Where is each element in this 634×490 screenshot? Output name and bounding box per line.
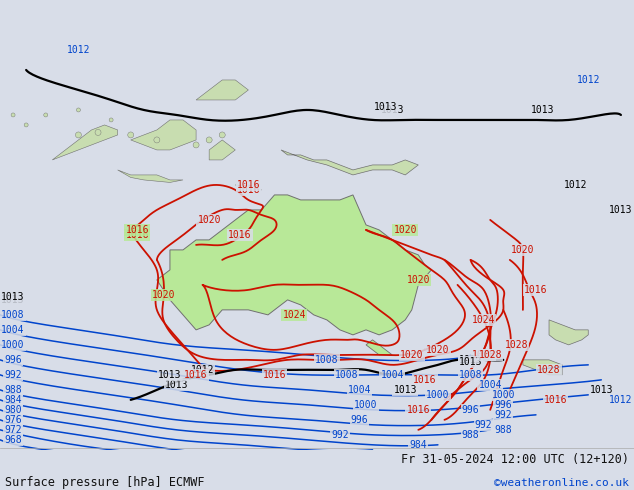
Text: 984: 984 bbox=[4, 395, 22, 405]
Text: 1008: 1008 bbox=[1, 310, 25, 320]
Text: 988: 988 bbox=[495, 425, 512, 435]
Text: Fr 31-05-2024 12:00 UTC (12+120): Fr 31-05-2024 12:00 UTC (12+120) bbox=[401, 453, 629, 466]
Text: 1013: 1013 bbox=[531, 105, 554, 115]
Circle shape bbox=[44, 113, 48, 117]
Text: 1020: 1020 bbox=[152, 290, 175, 300]
Text: 1016: 1016 bbox=[413, 375, 437, 385]
Text: 1013: 1013 bbox=[394, 385, 417, 395]
Text: 1008: 1008 bbox=[335, 370, 358, 380]
Polygon shape bbox=[549, 320, 588, 345]
Text: 1020: 1020 bbox=[400, 350, 424, 360]
Text: 1016: 1016 bbox=[524, 285, 548, 295]
Text: 1012: 1012 bbox=[576, 75, 600, 85]
Text: 1016: 1016 bbox=[236, 185, 260, 195]
Text: 1013: 1013 bbox=[1, 293, 25, 302]
Text: 1024: 1024 bbox=[472, 315, 495, 325]
Text: 1012: 1012 bbox=[191, 365, 214, 375]
Text: 1012: 1012 bbox=[564, 180, 587, 190]
Text: 1013: 1013 bbox=[590, 385, 613, 395]
Text: 1016: 1016 bbox=[184, 370, 208, 380]
Polygon shape bbox=[235, 185, 261, 190]
Text: 1004: 1004 bbox=[380, 370, 404, 380]
Text: 968: 968 bbox=[4, 435, 22, 445]
Text: 1013: 1013 bbox=[609, 205, 633, 215]
Circle shape bbox=[77, 108, 81, 112]
Text: 1004: 1004 bbox=[479, 380, 502, 390]
Text: 1016: 1016 bbox=[228, 230, 252, 240]
Circle shape bbox=[219, 132, 225, 138]
Circle shape bbox=[206, 137, 212, 143]
Text: 1000: 1000 bbox=[426, 390, 450, 400]
Text: 1020: 1020 bbox=[511, 245, 534, 255]
Circle shape bbox=[24, 123, 28, 127]
Text: 1028: 1028 bbox=[505, 340, 528, 350]
Text: 992: 992 bbox=[475, 420, 493, 430]
Text: 1000: 1000 bbox=[491, 390, 515, 400]
Text: 992: 992 bbox=[4, 370, 22, 380]
Circle shape bbox=[75, 132, 81, 138]
Text: 1016: 1016 bbox=[262, 370, 287, 380]
Polygon shape bbox=[131, 120, 196, 150]
Text: 1020: 1020 bbox=[426, 345, 450, 355]
Text: 1004: 1004 bbox=[1, 325, 25, 335]
Polygon shape bbox=[157, 195, 431, 335]
Text: 1013: 1013 bbox=[459, 355, 482, 365]
Text: 1016: 1016 bbox=[544, 395, 567, 405]
Polygon shape bbox=[523, 360, 562, 375]
Text: 980: 980 bbox=[4, 405, 22, 415]
Polygon shape bbox=[366, 340, 392, 355]
Text: Surface pressure [hPa] ECMWF: Surface pressure [hPa] ECMWF bbox=[5, 476, 205, 489]
Text: 1000: 1000 bbox=[1, 340, 25, 350]
Circle shape bbox=[95, 129, 101, 135]
Polygon shape bbox=[118, 170, 183, 182]
Text: 996: 996 bbox=[351, 415, 368, 425]
Text: 1008: 1008 bbox=[315, 355, 339, 365]
Text: 1020: 1020 bbox=[406, 275, 430, 285]
Text: 996: 996 bbox=[4, 355, 22, 365]
Polygon shape bbox=[52, 125, 118, 160]
Text: 1028: 1028 bbox=[537, 365, 561, 375]
Text: 1020: 1020 bbox=[394, 225, 417, 235]
Text: 984: 984 bbox=[410, 440, 427, 450]
Circle shape bbox=[11, 113, 15, 117]
Text: 1013: 1013 bbox=[165, 380, 188, 390]
Text: 1012: 1012 bbox=[609, 395, 633, 405]
Text: 1004: 1004 bbox=[347, 385, 372, 395]
Text: 976: 976 bbox=[4, 415, 22, 425]
Text: 1016: 1016 bbox=[126, 230, 149, 240]
Text: 996: 996 bbox=[495, 400, 512, 410]
Text: 1016: 1016 bbox=[236, 180, 260, 190]
Text: 1012: 1012 bbox=[67, 45, 90, 55]
Text: 1016: 1016 bbox=[126, 225, 149, 235]
Circle shape bbox=[193, 142, 199, 148]
Circle shape bbox=[154, 137, 160, 143]
Text: 1020: 1020 bbox=[197, 215, 221, 225]
Text: 1016: 1016 bbox=[406, 405, 430, 415]
Text: 988: 988 bbox=[4, 385, 22, 395]
Text: 992: 992 bbox=[495, 410, 512, 420]
Polygon shape bbox=[281, 150, 418, 175]
Text: 1013: 1013 bbox=[380, 105, 404, 115]
Text: 992: 992 bbox=[331, 430, 349, 440]
Text: 1024: 1024 bbox=[282, 310, 306, 320]
Text: 1028: 1028 bbox=[472, 350, 495, 360]
Text: 996: 996 bbox=[462, 405, 479, 415]
Text: ©weatheronline.co.uk: ©weatheronline.co.uk bbox=[494, 478, 629, 488]
Text: 1008: 1008 bbox=[459, 370, 482, 380]
Text: 988: 988 bbox=[462, 430, 479, 440]
Circle shape bbox=[109, 118, 113, 122]
Text: 1013: 1013 bbox=[459, 357, 482, 368]
Text: 972: 972 bbox=[4, 425, 22, 435]
Polygon shape bbox=[196, 80, 249, 100]
Text: 1028: 1028 bbox=[479, 350, 502, 360]
Text: 1013: 1013 bbox=[158, 370, 182, 380]
Text: 1013: 1013 bbox=[374, 102, 398, 113]
Circle shape bbox=[127, 132, 134, 138]
Text: 1013: 1013 bbox=[1, 295, 25, 305]
Text: 1000: 1000 bbox=[354, 400, 378, 410]
Polygon shape bbox=[209, 140, 235, 160]
